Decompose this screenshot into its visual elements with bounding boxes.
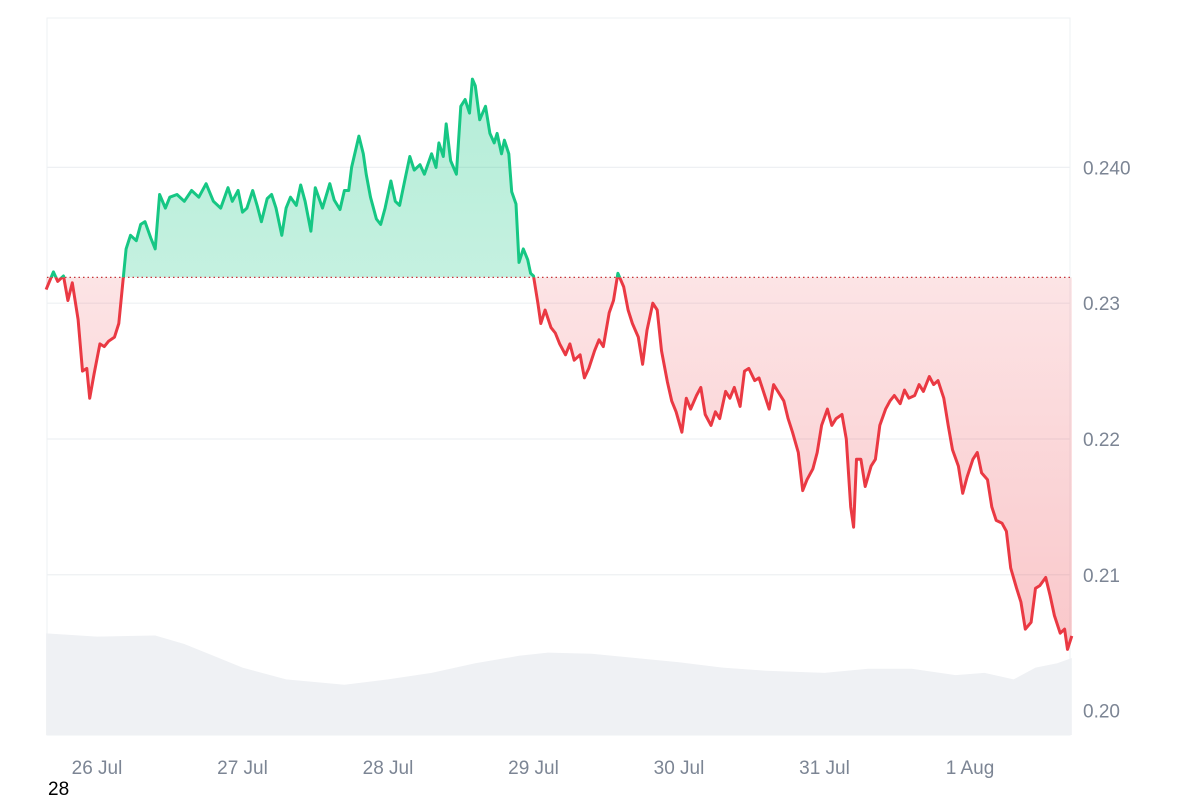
y-tick-label: 0.23 (1083, 294, 1120, 315)
x-axis-ticks: 26 Jul 27 Jul 28 Jul 29 Jul 30 Jul 31 Jul 1 Au… (72, 758, 995, 779)
volume-shape (46, 633, 1072, 735)
y-tick-label: 0.22 (1083, 430, 1120, 451)
x-tick-label: 26 Jul (72, 758, 123, 779)
price-area-fill (46, 79, 1072, 650)
corner-label: 28 (48, 779, 70, 800)
x-tick-label: 1 Aug (946, 758, 995, 779)
x-tick-label: 29 Jul (508, 758, 559, 779)
price-line-up (49, 77, 622, 278)
x-tick-label: 31 Jul (799, 758, 850, 779)
volume-area (46, 633, 1072, 735)
x-tick-label: 28 Jul (363, 758, 414, 779)
area-below-baseline (46, 277, 1072, 650)
x-tick-label: 30 Jul (654, 758, 705, 779)
price-line (44, 77, 1074, 651)
area-above-baseline (51, 79, 620, 278)
y-tick-label: 0.21 (1083, 566, 1120, 587)
x-tick-label: 27 Jul (217, 758, 268, 779)
y-axis-ticks: 0.20 0.21 0.22 0.23 0.240 (1083, 158, 1131, 722)
y-tick-label: 0.240 (1083, 158, 1131, 179)
price-line-down (44, 277, 1074, 651)
price-chart: 0.20 0.21 0.22 0.23 0.240 26 Jul 27 Jul 28 Jul… (44, 17, 1131, 779)
y-tick-label: 0.20 (1083, 702, 1120, 723)
